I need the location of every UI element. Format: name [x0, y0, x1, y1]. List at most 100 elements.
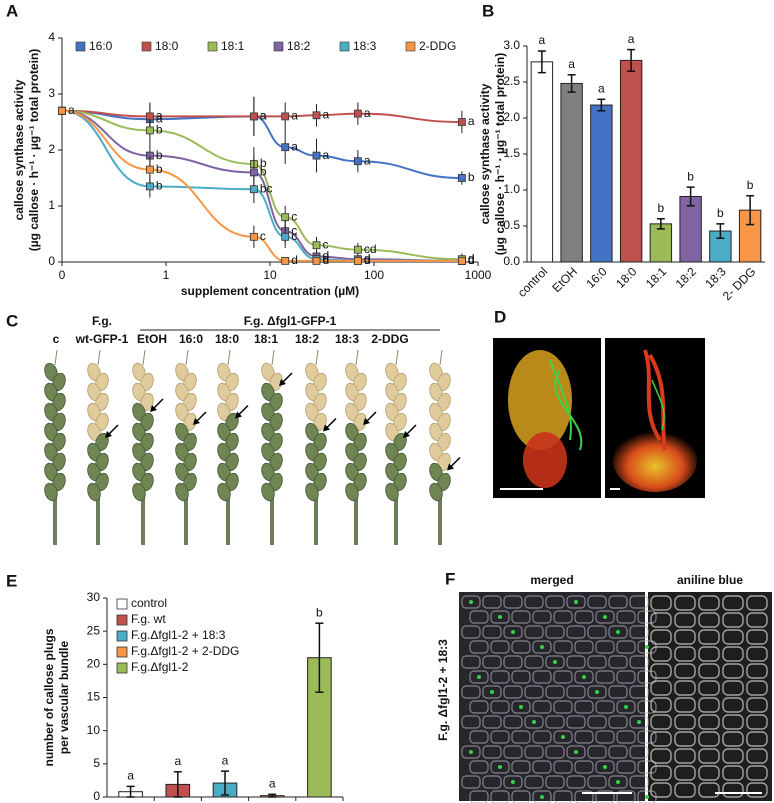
legend-label: 18:3 — [353, 39, 377, 53]
cell — [532, 610, 552, 624]
cell — [698, 680, 720, 696]
cell — [722, 697, 744, 713]
cell — [650, 714, 672, 730]
gfp-spot — [540, 795, 544, 799]
arrow-head — [150, 405, 157, 412]
legend-label: F.g.Δfgl1-2 + 18:3 — [131, 628, 226, 642]
cell — [482, 685, 502, 699]
cell — [674, 782, 696, 798]
cell — [566, 745, 586, 759]
cell — [746, 782, 768, 798]
cell — [629, 685, 649, 699]
x-tick-label: 2- DDG — [720, 264, 759, 303]
cell — [553, 730, 573, 744]
marker — [58, 106, 66, 115]
legend-swatch — [116, 662, 128, 674]
x-tick-label: control — [515, 264, 550, 299]
cell — [553, 610, 573, 624]
cell — [595, 760, 615, 774]
significance-label: b — [747, 178, 754, 192]
cell — [722, 714, 744, 730]
gfp-spot — [498, 615, 502, 619]
gfp-spot — [645, 795, 649, 799]
gfp-spot — [477, 675, 481, 679]
x-tick-label: 100 — [364, 268, 384, 282]
significance-label: d — [364, 253, 371, 267]
cell — [674, 680, 696, 696]
legend-swatch — [116, 614, 128, 626]
significance-label: d — [323, 253, 330, 267]
spikelet — [44, 482, 58, 502]
gfp-hyphae — [549, 359, 583, 451]
y-axis-label: per vascular bundle — [57, 640, 71, 754]
significance-label: a — [539, 33, 546, 47]
x-tick-label: 0 — [59, 268, 66, 282]
cell — [545, 775, 565, 789]
cell — [650, 748, 672, 764]
legend-swatch — [339, 41, 350, 52]
spikelet — [345, 482, 359, 502]
cell — [511, 640, 531, 654]
micrograph — [648, 592, 772, 801]
gfp-spot — [469, 600, 473, 604]
cell — [490, 700, 510, 714]
gfp-spot — [624, 705, 628, 709]
cell — [587, 775, 607, 789]
y-tick-label: 1 — [48, 198, 55, 212]
cell — [650, 595, 672, 611]
y-tick-label: 10 — [87, 723, 101, 737]
cell — [490, 670, 510, 684]
cell — [616, 730, 636, 744]
arrow-head — [323, 424, 330, 432]
cell — [524, 625, 544, 639]
cell — [722, 663, 744, 679]
cell — [650, 663, 672, 679]
cell — [608, 685, 628, 699]
treatment-label: 18:1 — [254, 332, 278, 346]
cell — [746, 629, 768, 645]
significance-label: b — [687, 169, 694, 183]
gfp-spot — [561, 735, 565, 739]
panel-label: B — [482, 1, 494, 20]
cell — [637, 610, 657, 624]
legend-label: F.g.Δfgl1-2 + 2-DDG — [131, 644, 239, 658]
cell — [608, 745, 628, 759]
gfp-spot — [469, 750, 473, 754]
marker — [312, 256, 321, 265]
marker — [145, 165, 154, 174]
gfp-spot — [637, 720, 641, 724]
y-tick-label: 0.5 — [503, 218, 520, 232]
cell — [608, 595, 628, 609]
significance-label: a — [323, 148, 330, 162]
cell — [616, 640, 636, 654]
cell — [524, 775, 544, 789]
treatment-label: 16:0 — [179, 332, 203, 346]
cell — [587, 595, 607, 609]
significance-label: d — [364, 251, 371, 265]
cell — [698, 748, 720, 764]
cell — [490, 730, 510, 744]
cell — [608, 655, 628, 669]
cell — [674, 748, 696, 764]
mutant-label: F.g. Δfgl1-GFP-1 — [244, 314, 337, 328]
cell — [746, 748, 768, 764]
legend-label: F.g.Δfgl1-2 — [131, 660, 189, 674]
cell — [650, 731, 672, 747]
marker — [312, 111, 321, 120]
y-tick-label: 2 — [48, 142, 55, 156]
cell — [553, 640, 573, 654]
cell — [616, 790, 636, 803]
marker — [353, 157, 362, 166]
cell — [637, 700, 657, 714]
cell — [595, 790, 615, 803]
y-tick-label: 5 — [93, 756, 100, 770]
cell — [698, 765, 720, 781]
gfp-spot — [553, 660, 557, 664]
awn — [142, 349, 146, 366]
cell — [553, 760, 573, 774]
image-title: merged — [530, 573, 573, 587]
significance-label: d — [364, 253, 371, 267]
cell — [587, 715, 607, 729]
cell — [746, 663, 768, 679]
cell — [545, 595, 565, 609]
